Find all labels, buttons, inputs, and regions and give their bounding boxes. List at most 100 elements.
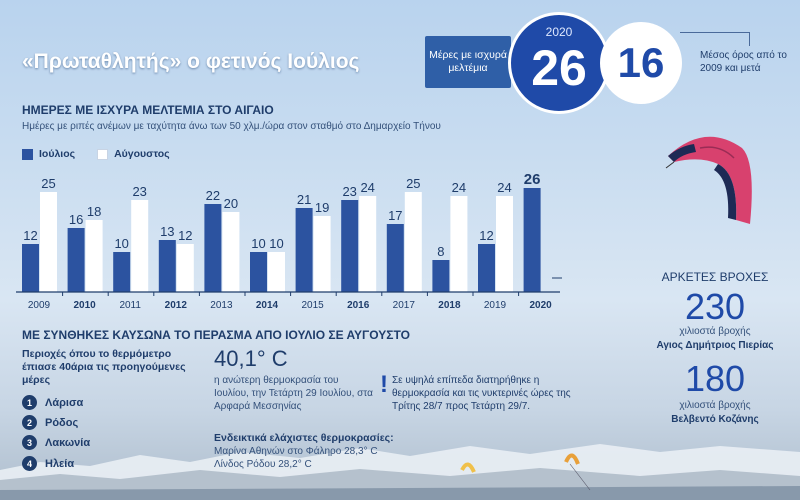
x-tick-label: 2019	[484, 300, 507, 311]
average-circle: 16	[600, 22, 682, 104]
area-name: Λάρισα	[45, 396, 84, 409]
days-label-box: Μέρες με ισχυρά μελτέμια	[425, 36, 511, 88]
bar-august	[404, 192, 422, 292]
x-tick-label: 2016	[347, 300, 370, 311]
bar-august	[40, 192, 57, 292]
heat-section-title: ΜΕ ΣΥΝΘΗΚΕΣ ΚΑΥΣΩΝΑ ΤΟ ΠΕΡΑΣΜΑ ΑΠΟ ΙΟΥΛΙ…	[22, 328, 410, 342]
x-tick-label: 2009	[28, 300, 51, 311]
average-callout-line-vertical	[749, 32, 750, 46]
list-item: 3 Λακωνία	[22, 435, 90, 450]
bar-august	[176, 244, 194, 292]
value-2020-circle: 2020 26	[508, 12, 610, 114]
data-label: 16	[69, 212, 83, 227]
area-number: 2	[22, 415, 37, 430]
rain-unit-1: χιλιοστά βροχής	[679, 326, 751, 337]
data-label: 24	[497, 180, 511, 195]
bar-august	[496, 196, 513, 292]
data-label: 10	[114, 236, 128, 251]
x-tick-label: 2011	[119, 300, 141, 311]
area-number: 3	[22, 435, 37, 450]
rain-title: ΑΡΚΕΤΕΣ ΒΡΟΧΕΣ	[661, 270, 769, 284]
data-label: 24	[360, 180, 374, 195]
x-tick-label: 2020	[529, 300, 552, 311]
data-label: 12	[23, 228, 37, 243]
data-label: 18	[87, 204, 101, 219]
bar-august	[268, 252, 285, 292]
data-label: 8	[437, 244, 444, 259]
small-kite-icon	[460, 453, 591, 491]
value-2020: 26	[531, 40, 587, 96]
legend-swatch-august	[97, 148, 109, 160]
data-label: 10	[269, 236, 283, 251]
data-label: 22	[206, 188, 220, 203]
min-temperatures-title: Ενδεικτικά ελάχιστες θερμοκρασίες:	[214, 432, 394, 444]
bar-july	[386, 224, 404, 292]
data-label: 23	[342, 184, 356, 199]
year-label: 2020	[545, 25, 573, 39]
data-label: 23	[132, 184, 146, 199]
area-name: Ρόδος	[45, 416, 79, 429]
rain-place-1: Αγιος Δημήτριος Πιερίας	[656, 340, 774, 351]
bar-august	[131, 200, 149, 292]
area-number: 1	[22, 395, 37, 410]
x-tick-label: 2017	[393, 300, 416, 311]
x-tick-label: 2015	[301, 300, 324, 311]
max-temperature-description: η ανώτερη θερμοκρασία του Ιουλίου, την Τ…	[214, 375, 373, 412]
exclamation-icon: !	[380, 371, 388, 398]
heat-areas-description: Περιοχές όπου το θερμόμετρο έπιασε 40άρι…	[22, 348, 186, 387]
bar-july	[295, 208, 313, 292]
bar-july	[158, 240, 176, 292]
bar-july	[22, 244, 39, 292]
data-label: 19	[315, 200, 329, 215]
bar-july	[67, 228, 85, 292]
area-name: Ηλεία	[45, 457, 75, 470]
data-label: 12	[479, 228, 493, 243]
average-label: Μέσος όρος από το 2009 και μετά	[700, 50, 787, 74]
data-label: 17	[388, 208, 402, 223]
legend-label-august: Αύγουστος	[114, 148, 170, 160]
list-item: 4 Ηλεία	[22, 456, 74, 471]
bar-july	[250, 252, 267, 292]
x-tick-label: 2012	[165, 300, 188, 311]
bar-august	[359, 196, 377, 292]
main-title: «Πρωταθλητής» ο φετινός Ιούλιος	[22, 50, 360, 73]
data-label: 10	[251, 236, 265, 251]
x-tick-label: 2010	[73, 300, 96, 311]
bar-july	[204, 204, 222, 292]
bar-july	[478, 244, 495, 292]
data-label: 25	[406, 176, 420, 191]
rain-value-2: 180	[684, 358, 746, 399]
bar-august	[222, 212, 240, 292]
bar-august	[313, 216, 331, 292]
rain-value-1: 230	[684, 286, 746, 327]
min-temperature-1: Μαρίνα Αθηνών στο Φάληρο 28,3° C	[214, 446, 378, 457]
data-label: 24	[452, 180, 466, 195]
data-label: 20	[224, 196, 238, 211]
kite-icon	[665, 136, 752, 224]
chart-legend: Ιούλιος Αύγουστος	[22, 148, 170, 160]
data-label: 12	[178, 228, 192, 243]
chart-subtitle: Ημέρες με ριπές ανέμων με ταχύτητα άνω τ…	[22, 121, 441, 132]
min-temperature-2: Λίνδος Ρόδου 28,2° C	[214, 459, 312, 470]
area-number: 4	[22, 456, 37, 471]
bar-july	[523, 188, 541, 292]
bar-august	[450, 196, 468, 292]
rain-unit-2: χιλιοστά βροχής	[679, 400, 751, 411]
list-item: 1 Λάρισα	[22, 395, 83, 410]
legend-swatch-july	[22, 148, 33, 160]
data-label: 13	[160, 224, 174, 239]
bar-july	[113, 252, 131, 292]
area-name: Λακωνία	[45, 436, 91, 449]
night-temperature-note: Σε υψηλά επίπεδα διατηρήθηκε η θερμοκρασ…	[392, 375, 571, 412]
x-tick-label: 2014	[256, 300, 279, 311]
data-label: 26	[524, 171, 541, 188]
average-callout-line	[680, 32, 750, 33]
bar-july	[341, 200, 359, 292]
bar-july	[432, 260, 450, 292]
legend-label-july: Ιούλιος	[39, 148, 76, 160]
list-item: 2 Ρόδος	[22, 415, 78, 430]
x-tick-label: 2018	[438, 300, 461, 311]
rain-place-2: Βελβεντό Κοζάνης	[671, 414, 759, 425]
